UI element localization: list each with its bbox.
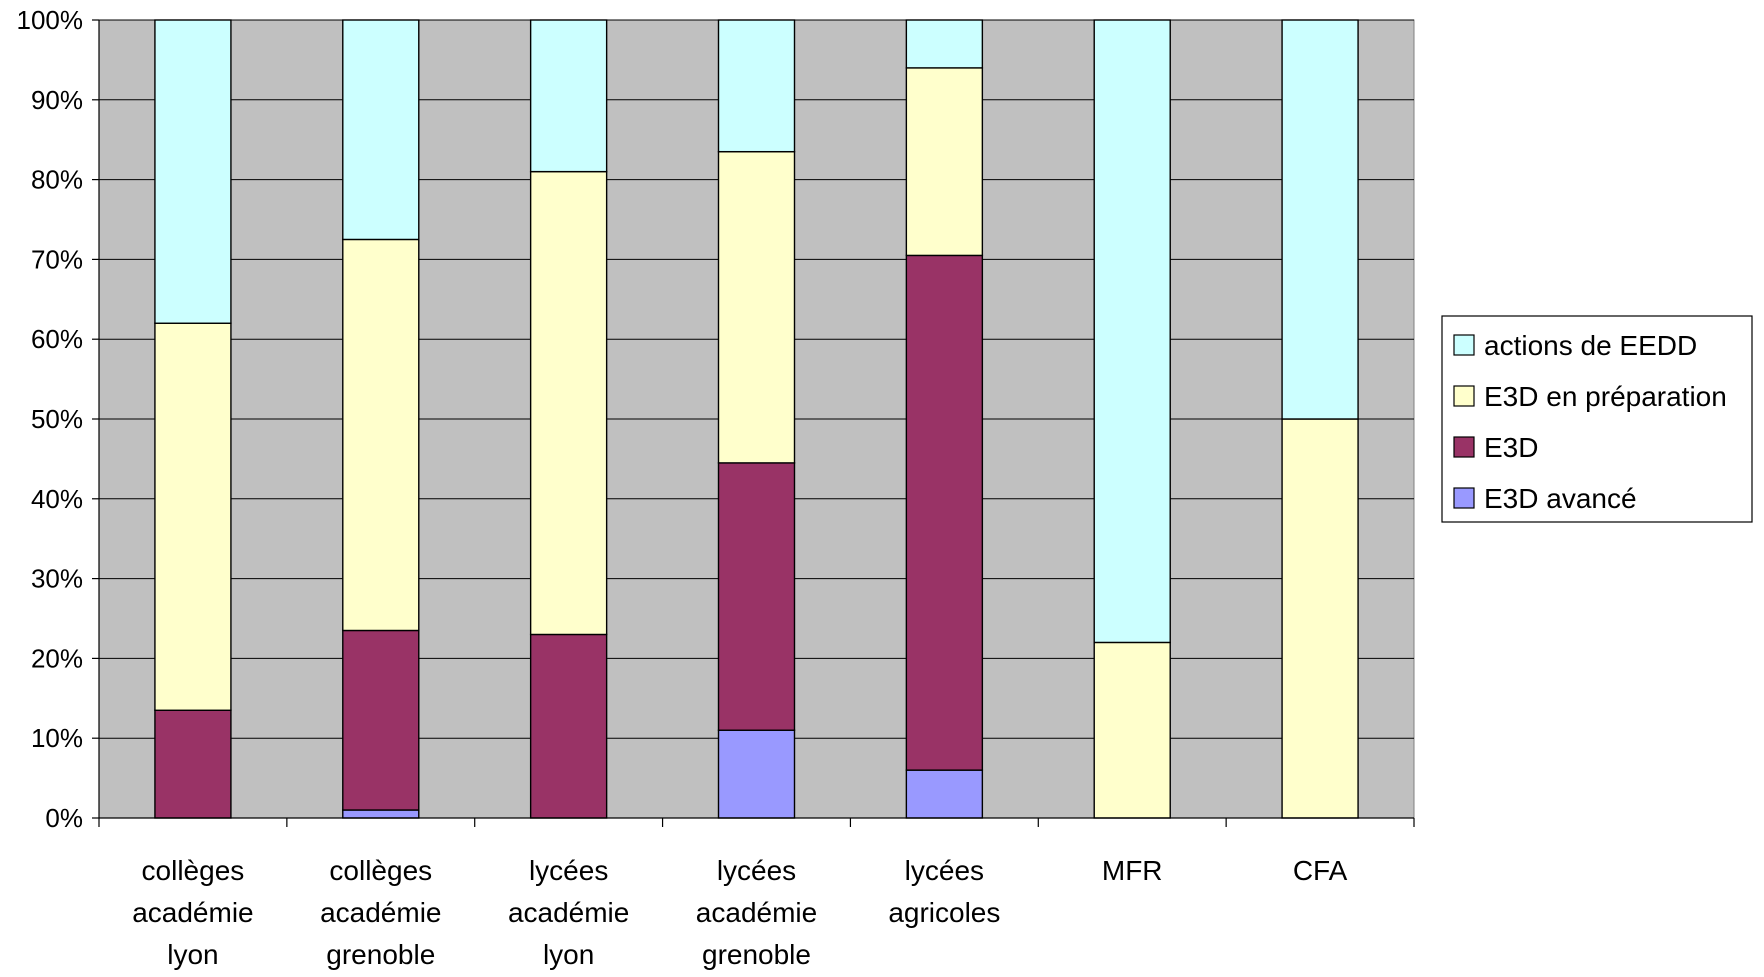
bar-segment (529, 633, 608, 819)
x-tick-label: lycées (905, 855, 984, 886)
bar-segment (154, 322, 232, 711)
legend: actions de EEDD E3D en préparation E3D E3D … (1441, 315, 1753, 523)
legend-label: E3D en préparation (1484, 381, 1727, 412)
y-tick-label: 100% (17, 5, 84, 35)
y-tick-label: 90% (31, 85, 83, 115)
bar-segment (154, 19, 232, 324)
y-tick-label: 70% (31, 244, 83, 274)
bar-segment (1093, 641, 1171, 819)
x-tick-label: académie (320, 897, 441, 928)
bar-segment (905, 67, 984, 257)
bar-segment (342, 629, 420, 811)
legend-swatch (1453, 385, 1475, 407)
bar-segment (717, 19, 796, 153)
y-tick-label: 50% (31, 404, 83, 434)
x-tick-label: grenoble (702, 939, 811, 970)
x-tick-label: MFR (1102, 855, 1163, 886)
y-tick-label: 20% (31, 643, 83, 673)
bar-segment (1281, 418, 1359, 819)
x-tick-label: académie (132, 897, 253, 928)
bar-segment (717, 462, 796, 731)
x-tick-label: lycées (529, 855, 608, 886)
bar-segment (717, 729, 796, 819)
bar-segment (529, 19, 608, 173)
bar-segment (905, 254, 984, 771)
legend-label: E3D avancé (1484, 483, 1637, 514)
legend-swatch (1453, 487, 1475, 509)
x-tick-label: lyon (543, 939, 594, 970)
bar-segment (905, 19, 984, 69)
bar-segment (905, 769, 984, 819)
bar-segment (342, 19, 420, 241)
legend-label: E3D (1484, 432, 1538, 463)
y-tick-label: 80% (31, 165, 83, 195)
x-tick-label: académie (508, 897, 629, 928)
bar-segment (342, 809, 420, 819)
x-tick-label: académie (696, 897, 817, 928)
y-tick-label: 60% (31, 324, 83, 354)
x-tick-label: CFA (1293, 855, 1348, 886)
x-tick-label: lyon (167, 939, 218, 970)
legend-box (1441, 315, 1753, 523)
legend-label: actions de EEDD (1484, 330, 1697, 361)
x-tick-label: collèges (329, 855, 432, 886)
y-tick-label: 0% (45, 803, 83, 833)
x-tick-label: collèges (142, 855, 245, 886)
bar-segment (342, 238, 420, 632)
legend-swatch (1453, 436, 1475, 458)
x-tick-label: grenoble (326, 939, 435, 970)
bar-segment (529, 170, 608, 636)
y-tick-label: 30% (31, 564, 83, 594)
bars (154, 19, 1359, 819)
y-tick-label: 40% (31, 484, 83, 514)
bar-segment (1093, 19, 1171, 644)
legend-swatch (1453, 334, 1475, 356)
bar-segment (1281, 19, 1359, 420)
x-tick-label: agricoles (888, 897, 1000, 928)
y-tick-label: 10% (31, 723, 83, 753)
axes: 0% 10% 20% 30% 40% 50% 60% 70% 80% 90% 100% collège… (17, 5, 1415, 970)
x-tick-label: lycées (717, 855, 796, 886)
bar-segment (717, 150, 796, 464)
bar-segment (154, 709, 232, 819)
